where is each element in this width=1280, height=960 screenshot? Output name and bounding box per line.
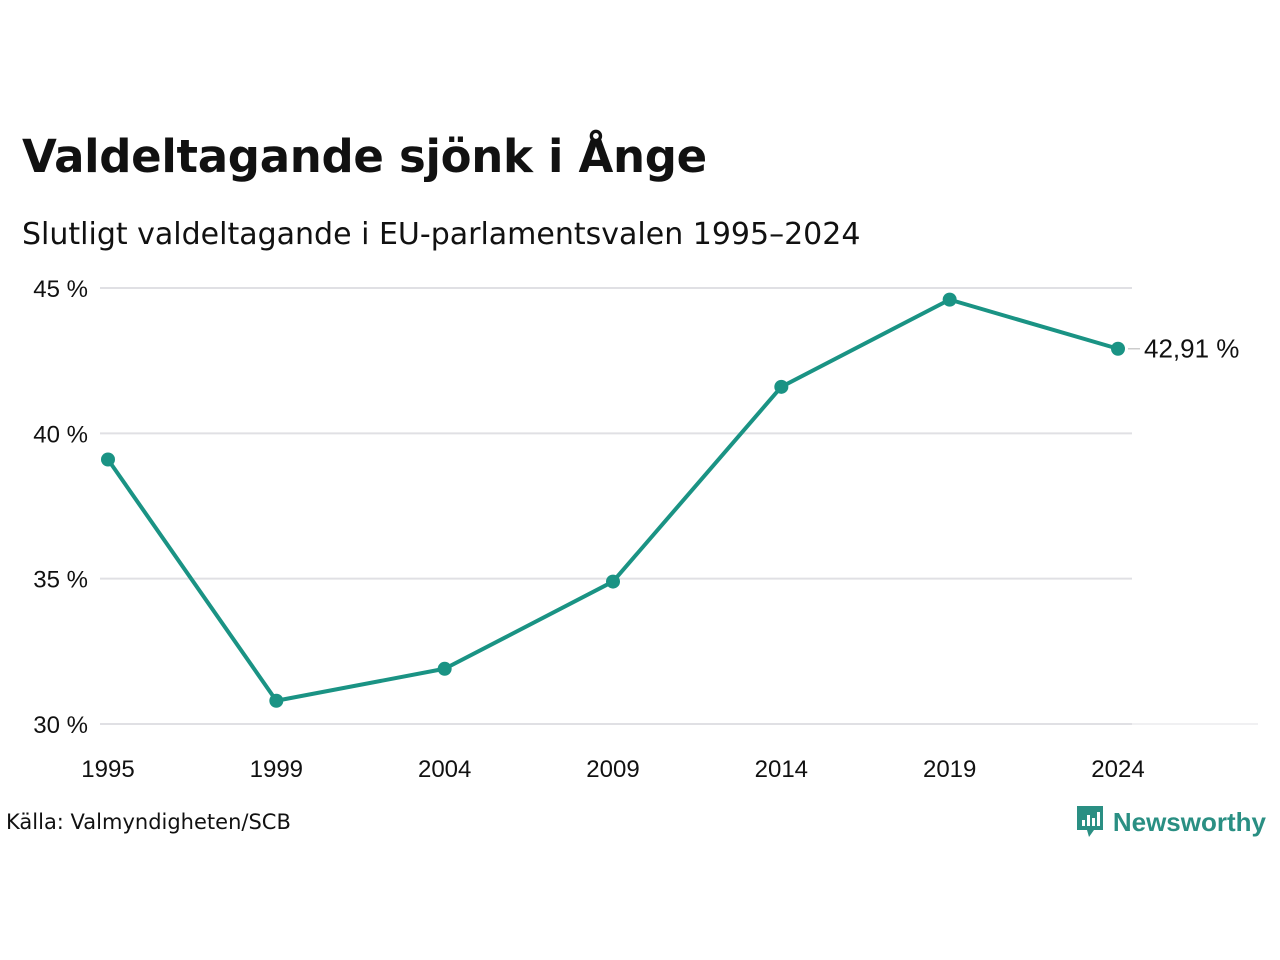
data-point-2004 xyxy=(437,661,452,676)
end-value-label: 42,91 % xyxy=(1144,334,1239,364)
annotations: 42,91 % xyxy=(1128,334,1239,364)
brand-logo: Newsworthy xyxy=(1075,804,1266,840)
x-tick-label: 2004 xyxy=(418,756,471,783)
data-point-2014 xyxy=(774,379,789,394)
x-axis-ticks: 1995 1999 2004 2009 2014 2019 2024 xyxy=(81,756,1144,783)
y-tick-label: 35 % xyxy=(33,567,88,594)
newsworthy-logo-icon xyxy=(1076,806,1103,837)
y-tick-label: 30 % xyxy=(33,712,88,739)
data-point-2009 xyxy=(606,574,620,589)
x-tick-label: 2024 xyxy=(1091,756,1144,783)
x-tick-label: 2014 xyxy=(755,756,808,783)
series xyxy=(101,292,1125,708)
x-tick-label: 2019 xyxy=(923,756,976,783)
gridlines xyxy=(100,287,1258,725)
chart-title: Valdeltagande sjönk i Ånge xyxy=(22,130,707,183)
brand-name: Newsworthy xyxy=(1112,806,1266,837)
y-tick-label: 45 % xyxy=(33,276,88,303)
x-tick-label: 1999 xyxy=(250,756,303,783)
x-tick-label: 1995 xyxy=(81,756,134,783)
y-tick-label: 40 % xyxy=(33,421,88,448)
chart-subtitle: Slutligt valdeltagande i EU-parlamentsva… xyxy=(22,217,861,252)
x-tick-label: 2009 xyxy=(586,756,639,783)
data-point-1999 xyxy=(269,693,284,708)
data-point-1995 xyxy=(101,452,115,467)
y-axis-ticks: 30 % 35 % 40 % 45 % xyxy=(33,276,88,739)
data-point-2019 xyxy=(942,292,957,307)
series-line xyxy=(106,297,1120,703)
source-note: Källa: Valmyndigheten/SCB xyxy=(6,810,291,834)
data-point-2024 xyxy=(1111,341,1125,356)
